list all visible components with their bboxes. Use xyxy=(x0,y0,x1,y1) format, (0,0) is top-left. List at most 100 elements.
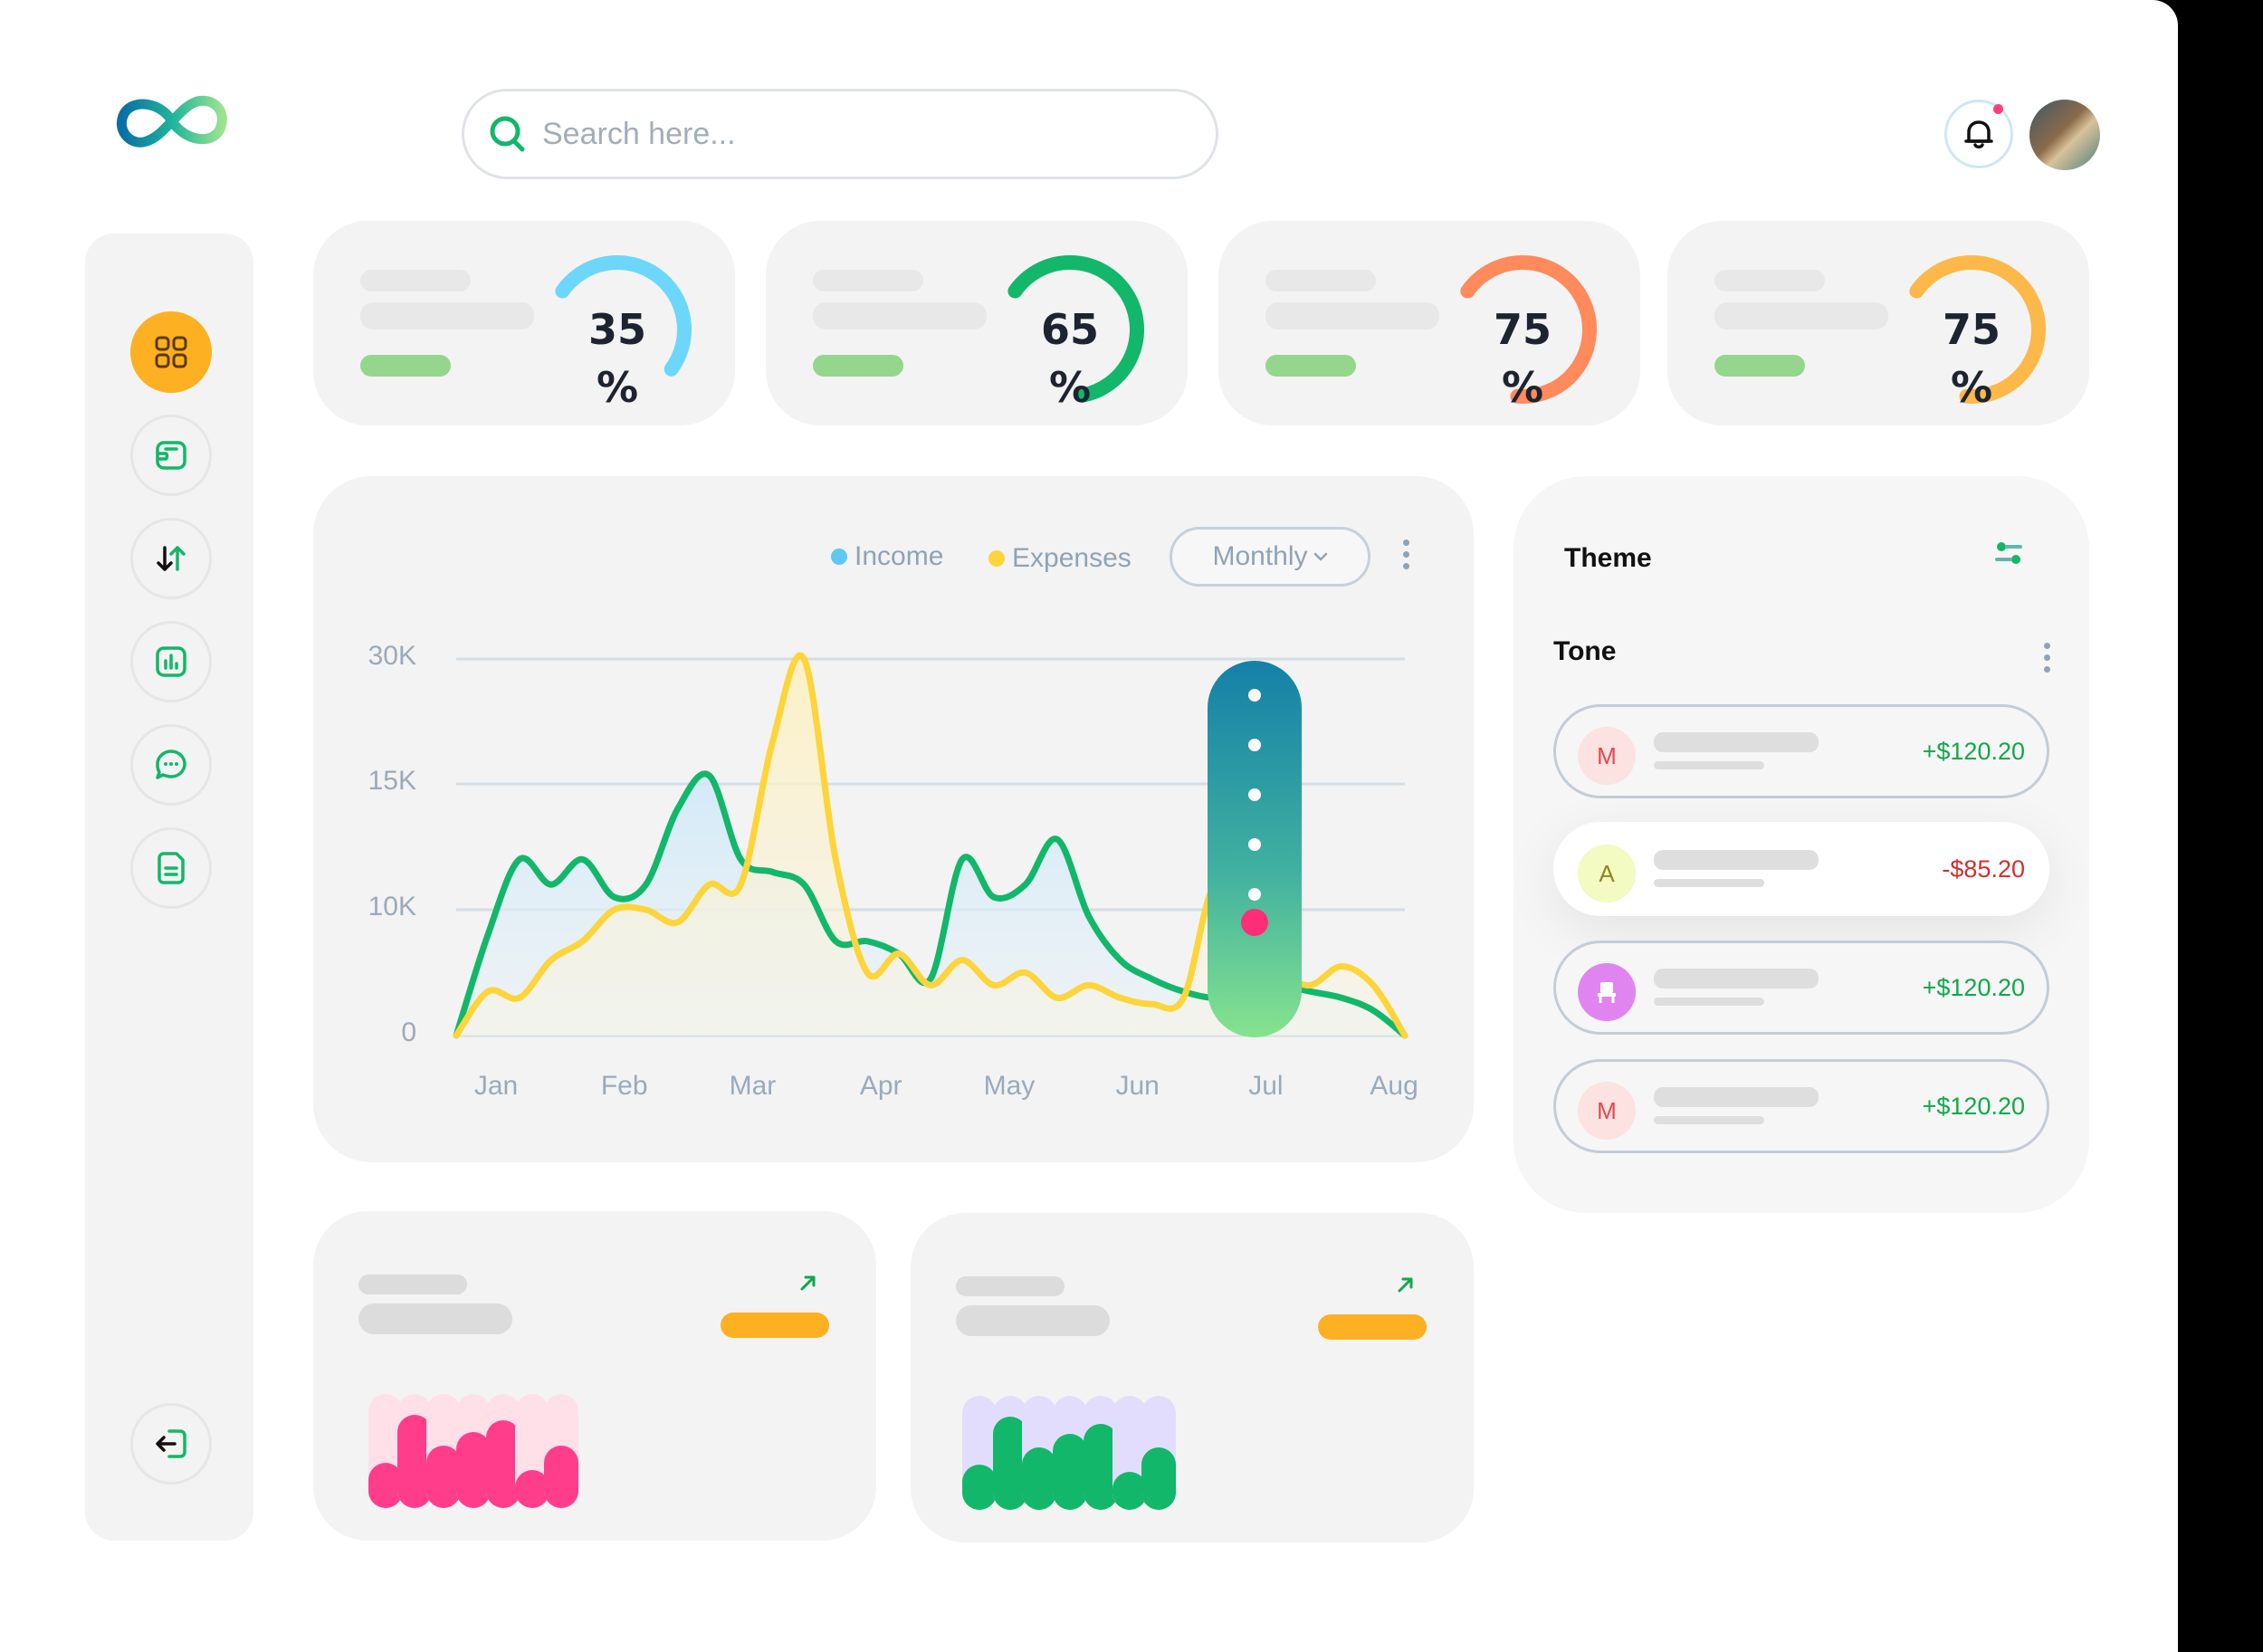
search-icon xyxy=(490,116,525,152)
nav-transfer[interactable] xyxy=(130,518,212,599)
settings-sliders-icon[interactable] xyxy=(1993,540,2024,570)
mini-bar-fill xyxy=(544,1446,578,1508)
gauge-arc xyxy=(1460,255,1597,404)
stat-card[interactable]: 75% xyxy=(1667,221,2089,425)
wallet-icon xyxy=(156,441,186,470)
skeleton-line xyxy=(1265,302,1439,329)
nav-documents[interactable] xyxy=(130,827,212,909)
infinity-logo[interactable] xyxy=(114,87,230,156)
gauge-arc xyxy=(1007,255,1144,403)
mini-bar-fill xyxy=(1053,1434,1087,1510)
progress-pill xyxy=(1714,355,1805,377)
skeleton-line xyxy=(1714,270,1825,291)
logout-button[interactable] xyxy=(130,1403,212,1485)
mini-bar xyxy=(1084,1396,1118,1510)
trend-badge xyxy=(1318,1314,1427,1340)
indicator-dot xyxy=(1248,838,1261,851)
app-window: 35% 65% 75% 75% Income Expenses Monthly … xyxy=(0,0,2178,1652)
transaction-avatar: M xyxy=(1578,1082,1636,1140)
legend-expenses-label: Expenses xyxy=(1012,543,1132,573)
transaction-amount: +$120.20 xyxy=(1922,738,2025,765)
series-area-expenses xyxy=(456,655,1405,1036)
stat-card[interactable]: 65% xyxy=(766,221,1188,425)
progress-pill xyxy=(813,355,903,377)
notification-button[interactable] xyxy=(1944,100,2013,168)
nav-analytics[interactable] xyxy=(130,621,212,702)
panel-title: Theme xyxy=(1564,543,1652,573)
period-select[interactable]: Monthly xyxy=(1170,527,1370,587)
legend-income[interactable]: Income xyxy=(831,541,943,572)
transaction-avatar: A xyxy=(1578,845,1636,902)
gauge-unit: % xyxy=(1048,363,1092,412)
gauge-value: 75% xyxy=(1899,301,2044,416)
chair-icon xyxy=(1598,982,1616,1003)
nav-dashboard[interactable] xyxy=(130,311,212,393)
gauge-unit: % xyxy=(1501,363,1544,412)
nav-wallet[interactable] xyxy=(130,415,212,496)
gauge-number: 35 xyxy=(587,305,646,354)
bar-chart-icon xyxy=(156,646,186,677)
panel-subtitle: Tone xyxy=(1553,636,1617,666)
mini-bar-fill xyxy=(486,1420,520,1508)
indicator-dot xyxy=(1248,689,1261,702)
gauge-fill xyxy=(1909,255,2046,404)
skeleton-line xyxy=(1654,998,1764,1006)
y-tick-label: 15K xyxy=(368,766,416,796)
skeleton-line xyxy=(1654,969,1819,988)
transaction-item[interactable]: A -$85.20 xyxy=(1553,822,2049,916)
user-avatar[interactable] xyxy=(2029,100,2100,170)
indicator-dot xyxy=(1248,739,1261,751)
y-tick-label: 10K xyxy=(368,892,416,921)
message-icon xyxy=(156,750,186,779)
gauge-unit: % xyxy=(596,363,639,412)
skeleton-line xyxy=(358,1303,512,1334)
chart-more-menu[interactable] xyxy=(1403,540,1412,569)
progress-pill xyxy=(1265,355,1356,377)
x-tick-label: May xyxy=(983,1071,1036,1101)
indicator-dot xyxy=(1248,888,1261,901)
gauge-fill xyxy=(555,255,692,377)
progress-pill xyxy=(360,355,451,377)
transaction-amount: +$120.20 xyxy=(1922,974,2025,1001)
mini-bar xyxy=(368,1394,403,1508)
transaction-item[interactable]: +$120.20 xyxy=(1553,941,2049,1035)
skeleton-line xyxy=(1654,732,1819,752)
mini-bar xyxy=(544,1394,578,1508)
y-tick-label: 30K xyxy=(368,641,416,671)
gauge-arc xyxy=(1909,255,2046,404)
gauge-value: 65% xyxy=(998,301,1142,416)
transaction-item[interactable]: M +$120.20 xyxy=(1553,704,2049,798)
period-select-value: Monthly xyxy=(1212,541,1308,571)
skeleton-line xyxy=(956,1276,1065,1296)
transaction-item[interactable]: M +$120.20 xyxy=(1553,1059,2049,1153)
mini-bar xyxy=(1022,1396,1056,1510)
mini-chart-card[interactable] xyxy=(911,1213,1474,1542)
mini-bar-fill xyxy=(515,1470,549,1508)
mini-bar-fill xyxy=(368,1463,403,1508)
stat-card[interactable]: 35% xyxy=(313,221,735,425)
mini-chart-card[interactable] xyxy=(313,1211,876,1541)
transaction-amount: -$85.20 xyxy=(1942,855,2025,883)
stat-card[interactable]: 75% xyxy=(1218,221,1640,425)
trend-up-arrow-icon xyxy=(1398,1277,1413,1293)
gauge-arc xyxy=(555,255,692,377)
nav-messages[interactable] xyxy=(130,724,212,806)
panel-more-menu[interactable] xyxy=(2044,643,2053,673)
mini-bar-fill xyxy=(1022,1447,1056,1510)
trend-up-arrow-icon xyxy=(800,1275,816,1291)
x-tick-label: Apr xyxy=(859,1071,902,1101)
x-tick-label: Jun xyxy=(1115,1071,1160,1101)
x-tick-label: Jul xyxy=(1248,1071,1284,1101)
search-input[interactable] xyxy=(542,116,1176,152)
selected-point xyxy=(1241,909,1268,936)
transfer-arrows-icon xyxy=(157,546,186,571)
sidebar xyxy=(85,234,253,1541)
mini-bar-fill xyxy=(962,1465,997,1510)
legend-income-label: Income xyxy=(855,541,944,571)
income-legend-dot xyxy=(831,549,847,565)
search-bar[interactable] xyxy=(462,89,1218,179)
legend-expenses[interactable]: Expenses xyxy=(988,543,1132,574)
dashboard-grid-icon xyxy=(155,336,187,368)
skeleton-line xyxy=(1654,761,1764,769)
expenses-legend-dot xyxy=(988,550,1005,567)
